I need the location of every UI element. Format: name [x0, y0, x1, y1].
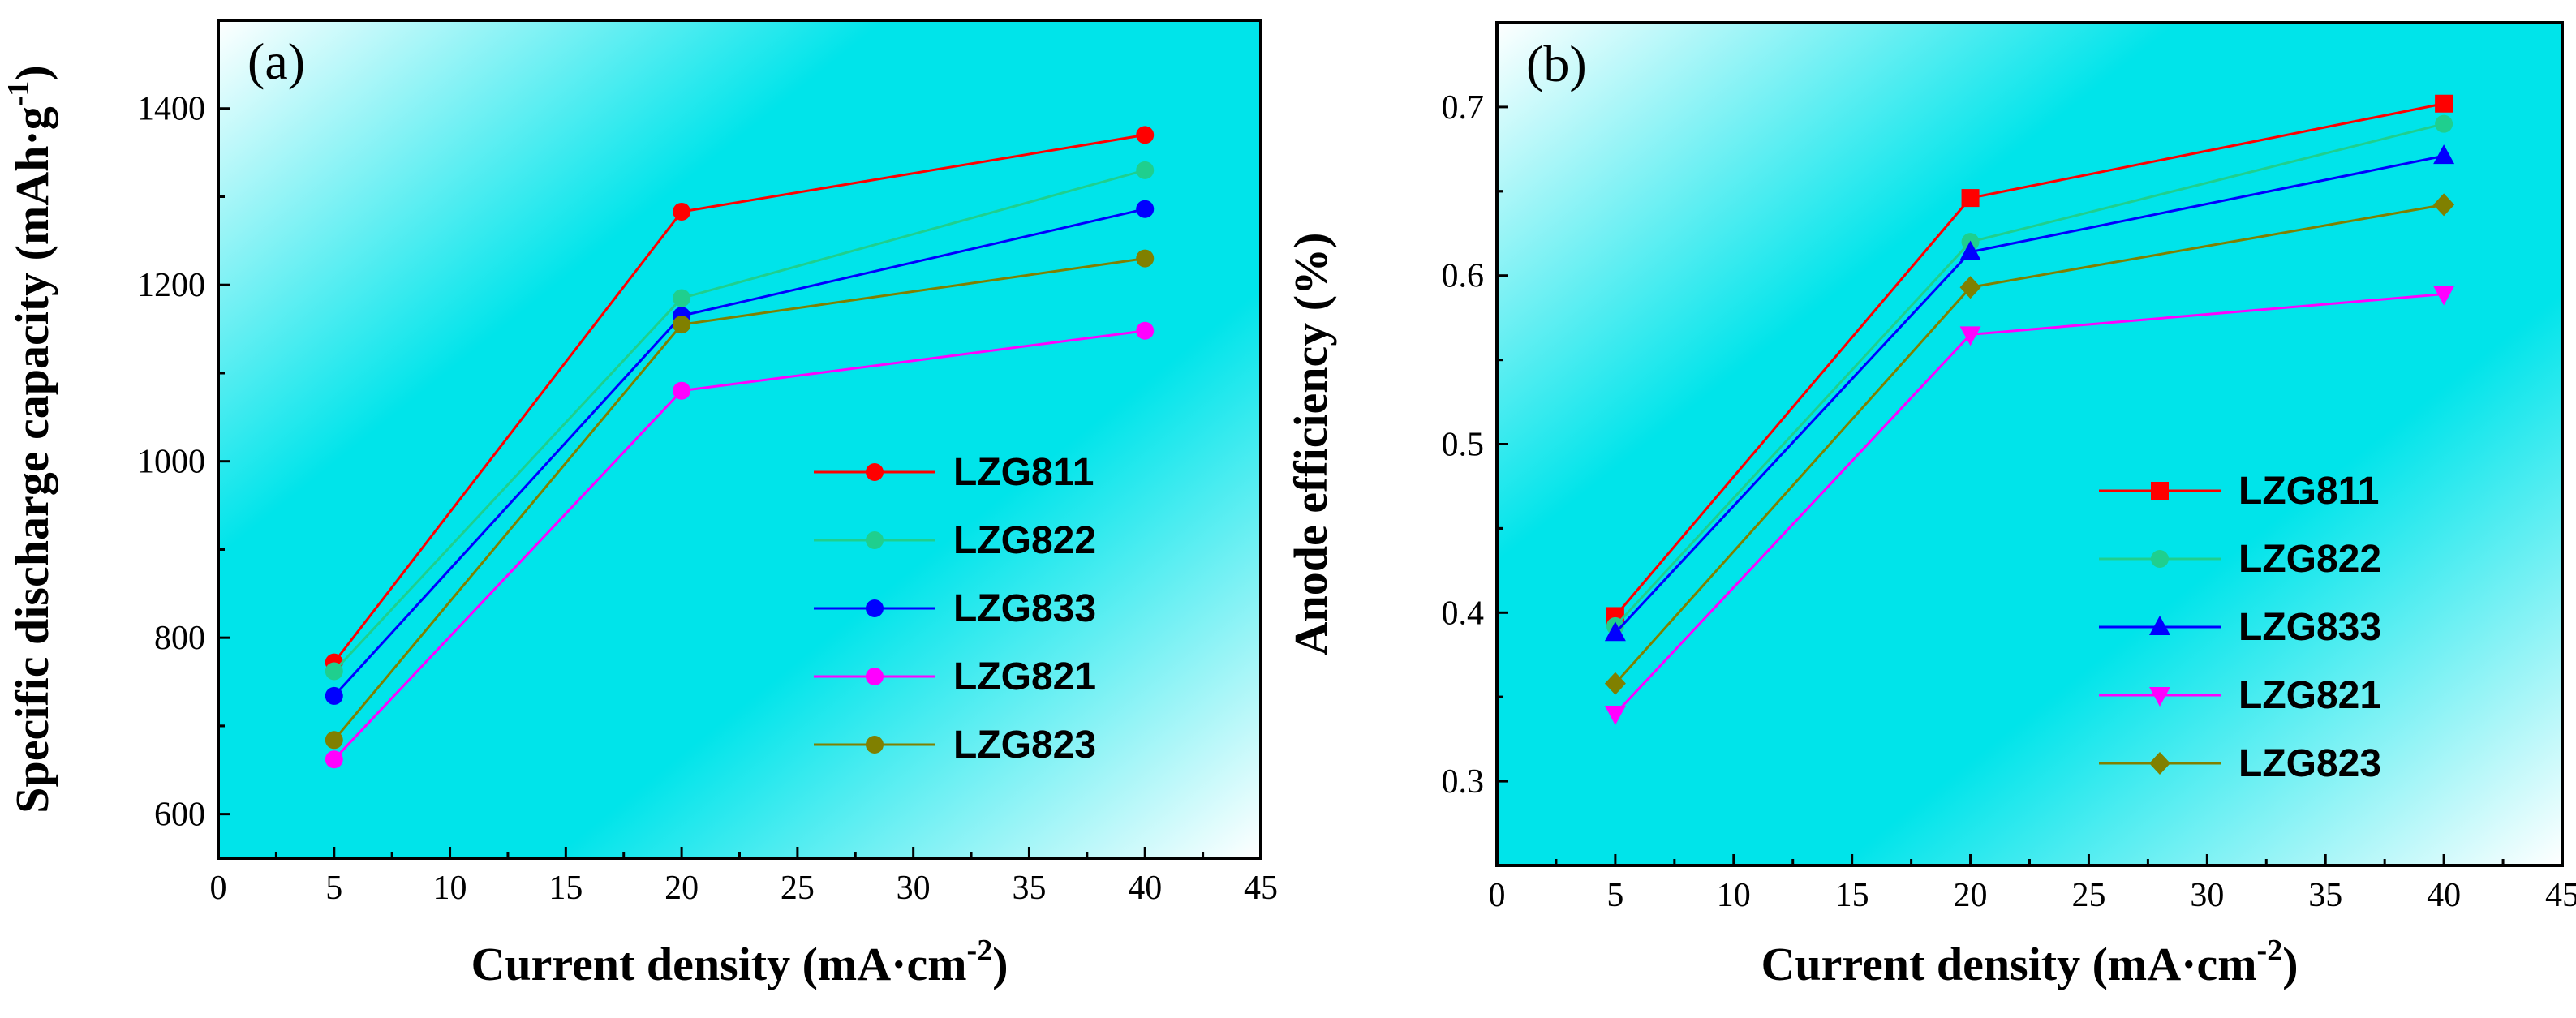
legend-label-lzg822: LZG822: [2238, 538, 2381, 581]
data-point-lzg833: [1604, 621, 1626, 642]
y-tick-label: 0.6: [1442, 258, 1485, 295]
chart-panel-b: 0 5 10 15 20 25 30 35 40 45 0.3 0.4 0.5 0.6 0.7 (b) LZG8…: [1284, 21, 2576, 990]
legend-label-lzg833: LZG833: [2238, 606, 2381, 649]
legend-marker: [866, 531, 884, 549]
x-tick-label: 0: [210, 870, 227, 907]
legend-label-lzg821: LZG821: [2238, 674, 2381, 717]
data-point-lzg822: [1136, 161, 1155, 179]
x-tick-label: 40: [2427, 877, 2461, 914]
data-point-lzg823: [1136, 249, 1155, 268]
legend-marker: [866, 463, 884, 481]
x-tick-label: 45: [2545, 877, 2576, 914]
data-point-lzg811: [673, 202, 691, 221]
x-tick-label: 10: [433, 870, 467, 907]
x-tick-label: 25: [2071, 877, 2105, 914]
data-point-lzg821: [1959, 326, 1981, 346]
x-tick-label: 20: [1954, 877, 1988, 914]
y-axis-title: Anode efficiency (%): [1284, 233, 1337, 656]
x-tick-label: 0: [1489, 877, 1506, 914]
x-tick-label: 25: [781, 870, 815, 907]
plot-frame: [217, 19, 1262, 860]
data-point-lzg823: [325, 731, 343, 750]
y-tick-label: 0.7: [1442, 89, 1485, 127]
x-tick-label: 30: [2190, 877, 2224, 914]
legend-label-lzg822: LZG822: [953, 519, 1096, 562]
y-tick-label: 600: [154, 797, 205, 834]
x-tick-label: 5: [325, 870, 342, 907]
legend-label-lzg823: LZG823: [953, 724, 1096, 767]
data-point-lzg821: [2433, 286, 2455, 306]
legend-marker: [2149, 752, 2170, 775]
data-point-lzg821: [1136, 321, 1155, 340]
data-point-lzg822: [325, 662, 343, 681]
legend-label-lzg823: LZG823: [2238, 742, 2381, 785]
data-point-lzg821: [1604, 705, 1626, 725]
y-tick-label: 800: [154, 620, 205, 657]
x-tick-label: 5: [1606, 877, 1623, 914]
legend-marker: [866, 599, 884, 617]
x-tick-label: 45: [1244, 870, 1278, 907]
data-point-lzg822: [673, 289, 691, 307]
panel-label: (a): [247, 32, 305, 90]
legend-label-lzg821: LZG821: [953, 655, 1096, 698]
legend-marker: [866, 668, 884, 685]
plot-background: [1497, 23, 2562, 866]
panel-label: (b): [1526, 35, 1587, 92]
x-tick-label: 20: [664, 870, 699, 907]
plot-background: [218, 20, 1261, 858]
y-tick-label: 0.3: [1442, 763, 1485, 801]
y-tick-label: 1000: [137, 444, 205, 481]
x-axis-title: Current density (mA·cm-2): [1761, 934, 2298, 990]
data-point-lzg811: [2435, 94, 2453, 113]
data-point-lzg833: [1959, 240, 1981, 260]
data-point-lzg822: [2435, 114, 2453, 133]
y-tick-label: 0.5: [1442, 427, 1485, 464]
y-axis-title: Specific discharge capacity (mAh·g-1): [2, 65, 58, 814]
legend-marker: [2151, 482, 2169, 500]
legend-label-lzg833: LZG833: [953, 587, 1096, 630]
legend-marker: [2151, 550, 2169, 568]
x-axis-title: Current density (mA·cm-2): [471, 934, 1008, 990]
legend-label-lzg811: LZG811: [953, 451, 1094, 494]
data-point-lzg833: [325, 686, 343, 705]
x-tick-label: 15: [1835, 877, 1869, 914]
data-point-lzg823: [2433, 193, 2455, 217]
data-point-lzg833: [2433, 144, 2455, 165]
plot-frame: [1495, 21, 2564, 867]
chart-panel-a: 0 5 10 15 20 25 30 35 40 45 600 800 1000 1200 1400 (a) L…: [2, 19, 1278, 990]
data-point-lzg811: [1136, 126, 1155, 144]
data-point-lzg821: [673, 381, 691, 400]
x-tick-label: 40: [1128, 870, 1162, 907]
legend-label-lzg811: LZG811: [2238, 470, 2379, 513]
x-tick-label: 15: [548, 870, 583, 907]
x-tick-label: 30: [897, 870, 931, 907]
x-tick-label: 10: [1717, 877, 1751, 914]
data-point-lzg823: [673, 316, 691, 334]
data-point-lzg811: [1961, 189, 1980, 208]
legend-marker: [866, 736, 884, 754]
y-tick-label: 1400: [137, 91, 205, 128]
legend-marker: [2149, 687, 2170, 707]
x-tick-label: 35: [1012, 870, 1046, 907]
data-point-lzg833: [1136, 200, 1155, 218]
data-point-lzg823: [1604, 672, 1626, 695]
data-point-lzg821: [325, 750, 343, 769]
x-tick-label: 35: [2308, 877, 2342, 914]
y-tick-label: 1200: [137, 267, 205, 304]
legend-marker: [2149, 616, 2170, 635]
y-tick-label: 0.4: [1442, 595, 1485, 632]
data-point-lzg823: [1959, 276, 1981, 299]
